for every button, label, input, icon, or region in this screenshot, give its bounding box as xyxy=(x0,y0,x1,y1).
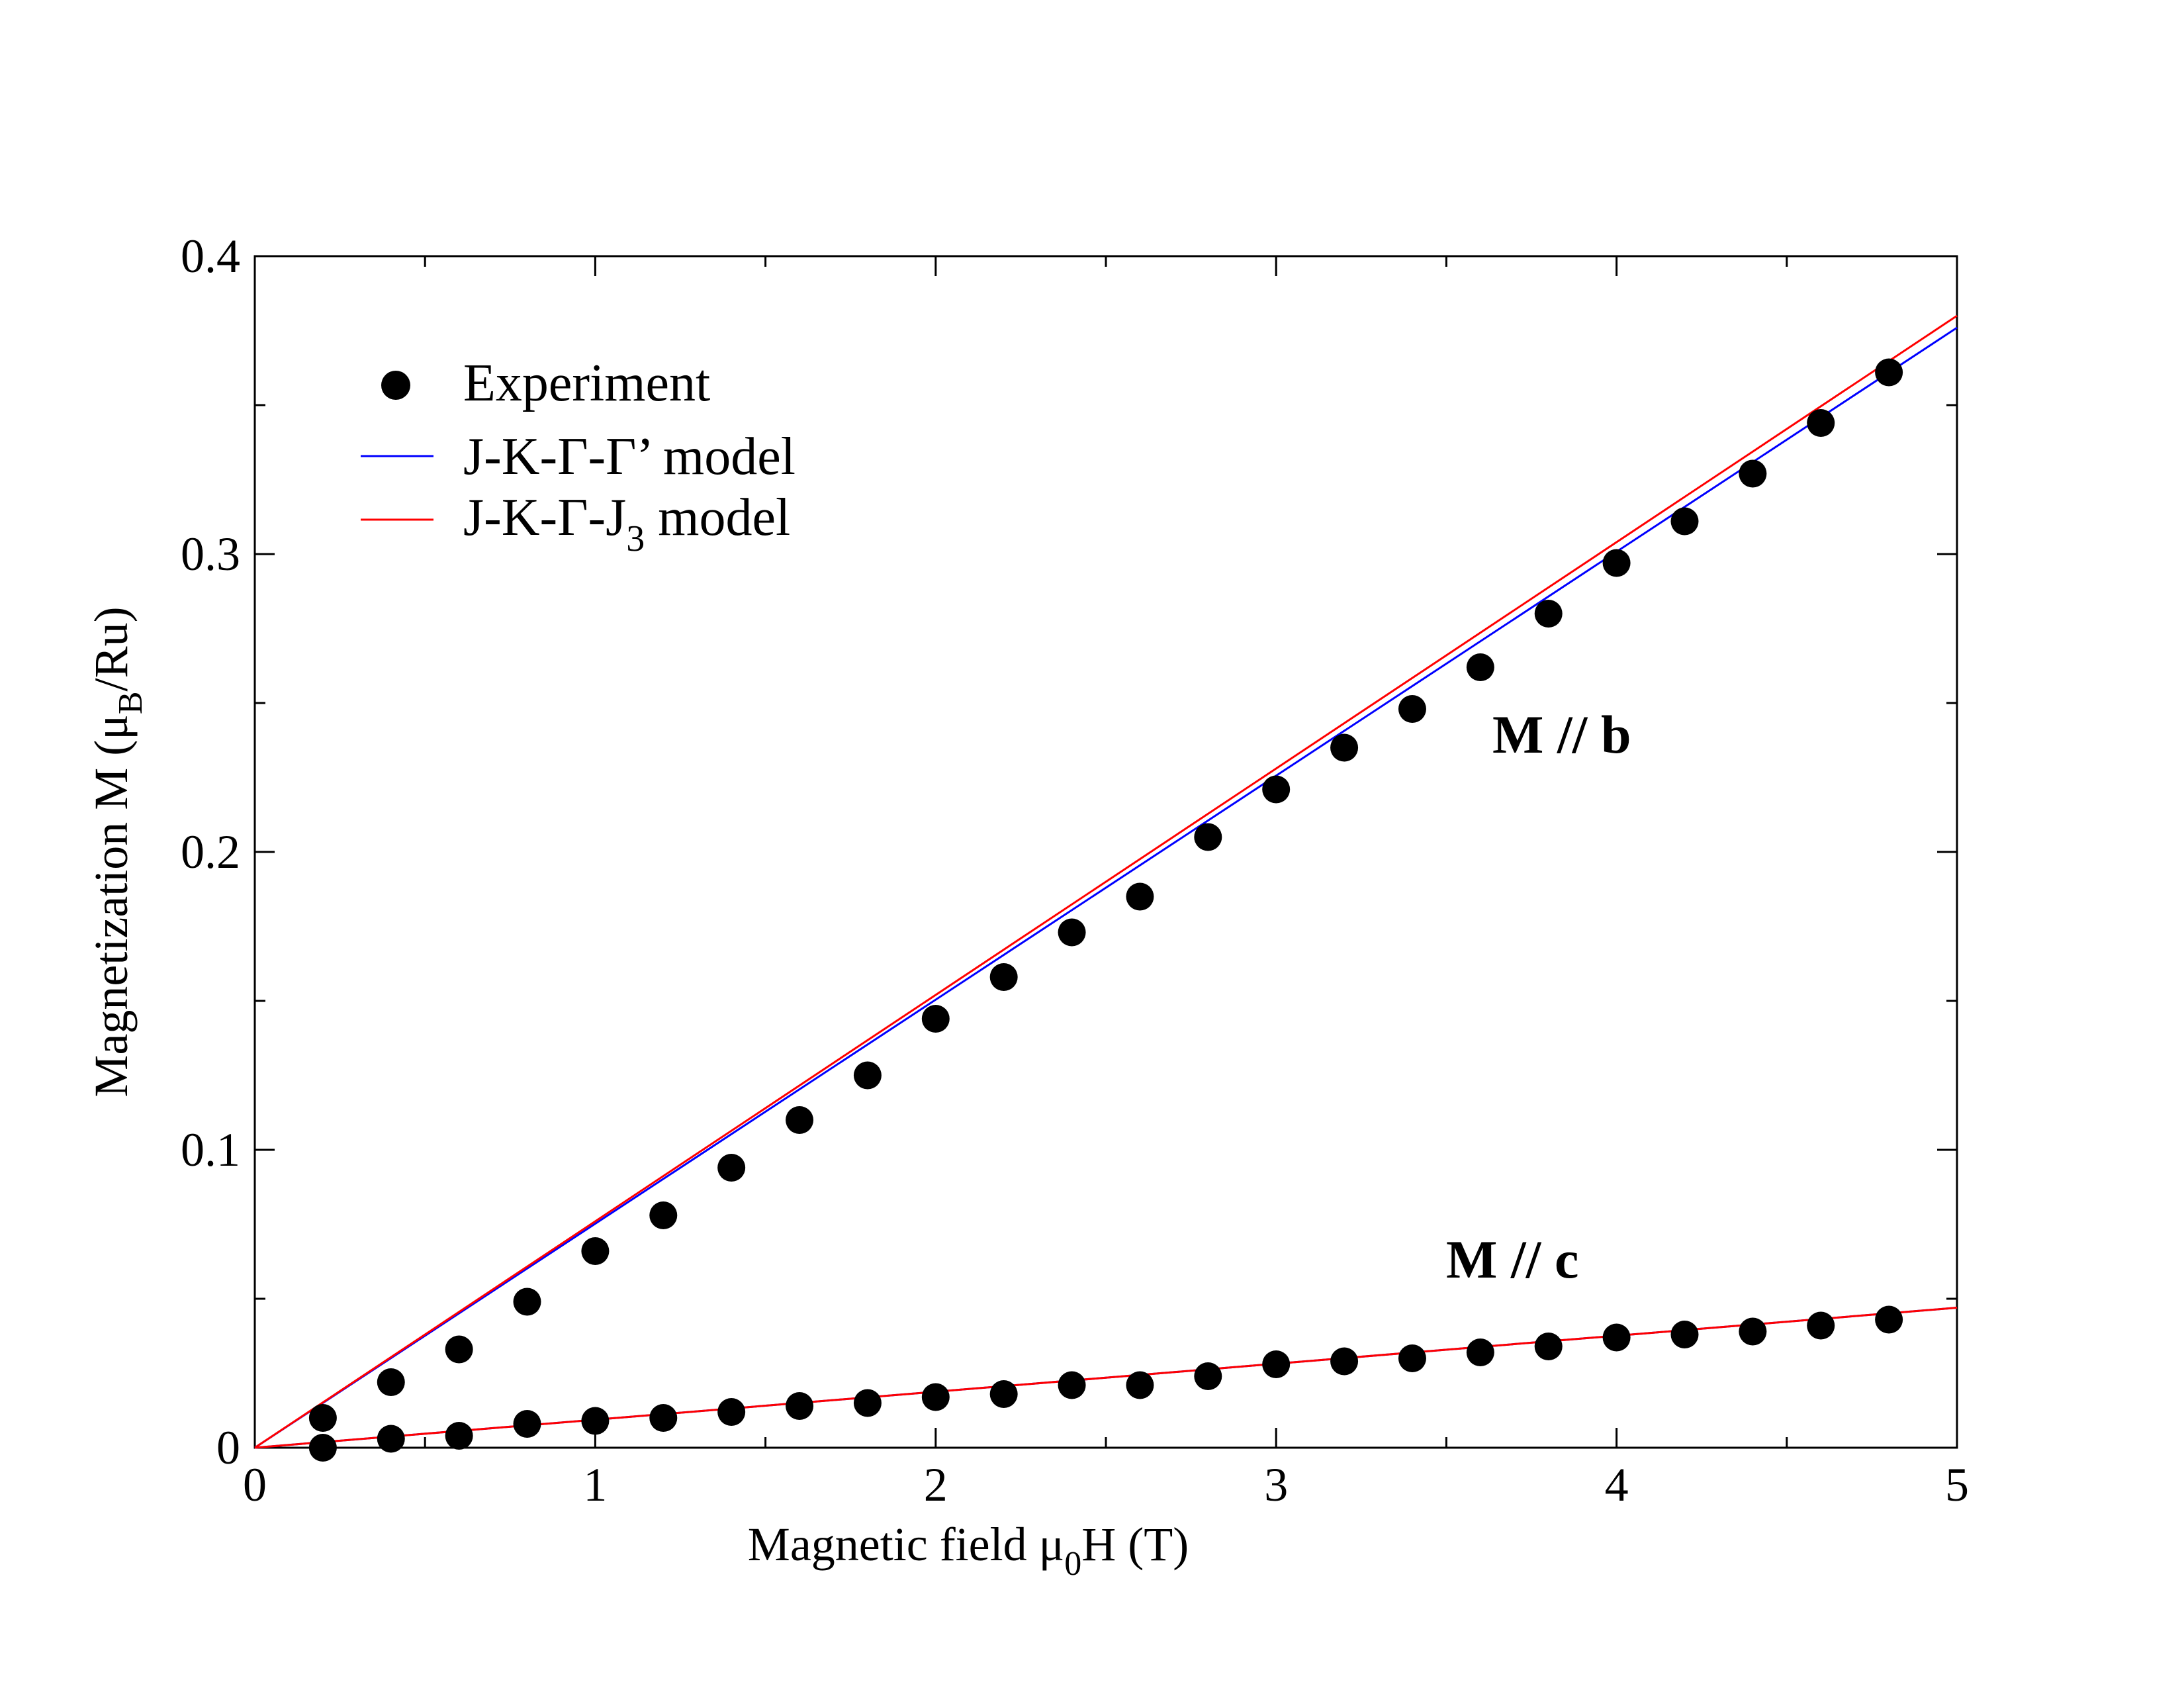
x-tick-label: 4 xyxy=(1605,1458,1629,1511)
experiment-point xyxy=(1807,409,1835,437)
experiment-point xyxy=(1058,918,1086,947)
experiment-point xyxy=(1126,1371,1154,1399)
experiment-point xyxy=(989,1380,1018,1408)
experiment-point xyxy=(1670,507,1699,536)
y-tick-label: 0 xyxy=(216,1421,240,1474)
experiment-point xyxy=(1466,1338,1494,1366)
legend-experiment-marker xyxy=(381,371,410,400)
experiment-point xyxy=(1670,1321,1699,1348)
experiment-point xyxy=(581,1237,610,1265)
experiment-point xyxy=(853,1389,882,1417)
y-tick-label: 0.3 xyxy=(181,528,240,581)
experiment-point xyxy=(1602,1323,1631,1352)
annotation-m-b: M // b xyxy=(1492,704,1631,765)
experiment-point xyxy=(989,963,1018,991)
legend: Experiment J-K-Γ-Γ’ model J-K-Γ-J3 model xyxy=(361,354,796,559)
x-tick-label: 1 xyxy=(583,1458,607,1511)
experiment-point xyxy=(513,1410,541,1438)
legend-model2-sub: 3 xyxy=(626,518,645,559)
experiment-point xyxy=(1058,1371,1086,1399)
experiment-point xyxy=(308,1434,337,1462)
x-axis-title-rest: H (T) xyxy=(1081,1518,1189,1571)
y-axis-title: Magnetization M (μB/Ru) xyxy=(85,606,150,1097)
experiment-point xyxy=(1534,600,1563,628)
experiment-point xyxy=(1194,1362,1222,1390)
x-axis-title-main: Magnetic field μ xyxy=(748,1518,1064,1571)
legend-model1-label: J-K-Γ-Γ’ model xyxy=(463,428,796,486)
experiment-point xyxy=(377,1368,405,1396)
y-axis-title-main: Magnetization M (μ xyxy=(85,714,138,1097)
experiment-point xyxy=(1262,775,1291,804)
legend-experiment-label: Experiment xyxy=(463,354,710,412)
y-tick-label: 0.1 xyxy=(181,1123,240,1176)
y-tick-labels: 0 0.1 0.2 0.3 0.4 xyxy=(181,230,240,1474)
experiment-point xyxy=(377,1425,405,1453)
experiment-point xyxy=(1739,459,1767,488)
experiment-point xyxy=(1330,1347,1359,1376)
experiment-point xyxy=(581,1407,610,1435)
x-tick-label: 3 xyxy=(1264,1458,1288,1511)
experiment-point xyxy=(1330,733,1359,762)
experiment-point xyxy=(1807,1311,1835,1340)
experiment-point xyxy=(1194,823,1222,851)
experiment-point xyxy=(1875,358,1903,387)
x-axis-title: Magnetic field μ0H (T) xyxy=(748,1518,1189,1583)
experiment-point xyxy=(649,1201,678,1229)
legend-model2-label: J-K-Γ-J3 model xyxy=(463,489,790,559)
x-tick-labels: 0 1 2 3 4 5 xyxy=(243,1458,1969,1511)
x-tick-label: 5 xyxy=(1945,1458,1969,1511)
experiment-point xyxy=(786,1106,814,1134)
experiment-point xyxy=(1126,882,1154,911)
experiment-point xyxy=(717,1154,746,1182)
y-axis-title-rest: /Ru) xyxy=(85,606,138,691)
experiment-point xyxy=(1262,1350,1291,1378)
y-tick-label: 0.2 xyxy=(181,825,240,878)
model-line xyxy=(254,1307,1958,1449)
legend-model2-main: J-K-Γ-J xyxy=(463,489,626,547)
experiment-point xyxy=(921,1383,950,1411)
y-tick-label: 0.4 xyxy=(181,230,240,283)
experiment-point xyxy=(445,1335,473,1364)
experiment-point xyxy=(853,1061,882,1090)
experiment-point xyxy=(1466,653,1494,681)
experiment-point xyxy=(921,1005,950,1033)
experiment-point xyxy=(1739,1317,1767,1346)
legend-model2-rest: model xyxy=(645,489,790,547)
experiment-point xyxy=(308,1404,337,1432)
experiment-point xyxy=(445,1422,473,1450)
experiment-point xyxy=(1398,1344,1426,1372)
experiment-point xyxy=(1534,1333,1563,1360)
axis-ticks xyxy=(253,255,1958,1449)
experiment-point xyxy=(1602,549,1631,577)
experiment-point xyxy=(1398,695,1426,723)
annotation-m-c: M // c xyxy=(1446,1229,1578,1289)
experiment-point xyxy=(649,1404,678,1432)
experiment-point xyxy=(1875,1305,1903,1334)
x-tick-label: 2 xyxy=(924,1458,948,1511)
experiment-points xyxy=(308,358,1903,1462)
model-line xyxy=(254,314,1958,1449)
x-axis-title-sub: 0 xyxy=(1064,1545,1081,1583)
experiment-point xyxy=(786,1392,814,1420)
experiment-point xyxy=(513,1288,541,1316)
y-axis-title-sub: B xyxy=(112,691,150,714)
experiment-point xyxy=(717,1398,746,1426)
x-tick-label: 0 xyxy=(243,1458,267,1511)
